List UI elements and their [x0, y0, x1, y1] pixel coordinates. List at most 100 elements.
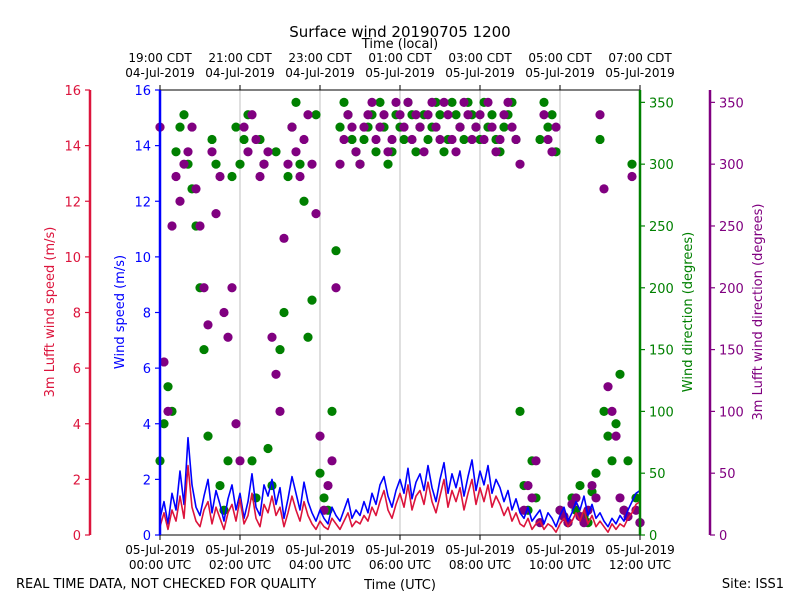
lufft-speed-tick-label: 12 — [64, 195, 81, 210]
top-tick-time: 01:00 CDT — [368, 51, 432, 65]
direction-point — [283, 171, 293, 182]
bottom-tick-time: 12:00 UTC — [609, 558, 671, 572]
direction-point — [507, 122, 517, 132]
direction-point — [307, 159, 317, 169]
lufft-direction-axis-label: 3m Lufft wind direction (degrees) — [751, 204, 766, 421]
top-tick-date: 05-Jul-2019 — [525, 66, 595, 80]
direction-point — [407, 134, 417, 145]
direction-point — [175, 122, 185, 132]
direction-tick-label: 300 — [649, 158, 674, 173]
direction-point — [615, 493, 625, 503]
direction-axis-label: Wind direction (degrees) — [681, 232, 696, 392]
direction-point — [351, 147, 361, 157]
direction-point — [211, 209, 221, 219]
direction-point — [383, 147, 393, 157]
bottom-tick-date: 05-Jul-2019 — [285, 543, 355, 557]
direction-point — [291, 147, 301, 157]
speed-line — [159, 436, 641, 528]
direction-point — [231, 122, 241, 132]
direction-point — [219, 307, 229, 318]
direction-point — [239, 122, 249, 132]
direction-point — [427, 97, 437, 107]
direction-point — [303, 332, 313, 342]
direction-point — [371, 134, 381, 145]
direction-point — [491, 147, 501, 157]
direction-point — [331, 246, 341, 256]
direction-point — [211, 159, 221, 169]
direction-point — [439, 97, 449, 107]
direction-point — [543, 122, 553, 132]
direction-point — [355, 159, 365, 169]
direction-point — [447, 134, 457, 145]
direction-point — [487, 110, 497, 120]
bottom-tick-time: 10:00 UTC — [529, 558, 591, 572]
direction-point — [459, 134, 469, 145]
direction-point — [279, 307, 289, 318]
direction-point — [279, 233, 289, 243]
direction-point — [303, 110, 313, 120]
lufft-direction-tick-label: 50 — [719, 467, 736, 482]
direction-point — [475, 110, 485, 120]
direction-point — [439, 147, 449, 157]
direction-point — [575, 480, 585, 491]
direction-point — [443, 110, 453, 120]
lufft-speed-tick-label: 16 — [64, 84, 81, 99]
top-tick-date: 04-Jul-2019 — [285, 66, 355, 80]
direction-point — [271, 147, 281, 157]
direction-point — [547, 110, 557, 120]
speed-tick-label: 8 — [143, 307, 151, 322]
direction-point — [615, 369, 625, 379]
direction-point — [499, 110, 509, 120]
direction-point — [235, 159, 245, 169]
direction-point — [207, 147, 217, 157]
direction-point — [183, 147, 193, 157]
plot-data — [155, 97, 645, 534]
direction-point — [251, 134, 261, 145]
direction-point — [347, 122, 357, 132]
direction-point — [239, 134, 249, 145]
direction-point — [371, 147, 381, 157]
direction-point — [267, 332, 277, 342]
direction-point — [403, 97, 413, 107]
top-tick-time: 21:00 CDT — [208, 51, 272, 65]
lufft-direction-tick-label: 300 — [719, 158, 744, 173]
direction-point — [287, 122, 297, 132]
lufft-direction-tick-label: 200 — [719, 282, 744, 297]
direction-point — [291, 97, 301, 107]
direction-tick-label: 350 — [649, 96, 674, 111]
lufft-direction-tick-label: 0 — [719, 529, 727, 544]
direction-point — [411, 147, 421, 157]
direction-point — [411, 110, 421, 120]
top-tick-date: 05-Jul-2019 — [445, 66, 515, 80]
direction-point — [159, 419, 169, 429]
direction-point — [631, 493, 641, 503]
direction-point — [527, 493, 537, 503]
direction-point — [223, 332, 233, 342]
direction-point — [319, 493, 329, 503]
direction-point — [623, 456, 633, 466]
lufft-direction-tick-label: 350 — [719, 96, 744, 111]
direction-point — [307, 295, 317, 305]
direction-point — [627, 159, 637, 169]
direction-point — [179, 159, 189, 169]
lufft-speed-tick-label: 10 — [64, 251, 81, 266]
direction-point — [215, 171, 225, 182]
direction-point — [607, 456, 617, 466]
bottom-tick-date: 05-Jul-2019 — [125, 543, 195, 557]
lufft-direction-tick-label: 150 — [719, 344, 744, 359]
direction-point — [339, 134, 349, 145]
direction-point — [375, 122, 385, 132]
direction-point — [399, 134, 409, 145]
direction-point — [455, 122, 465, 132]
direction-point — [227, 171, 237, 182]
direction-point — [323, 480, 333, 491]
direction-point — [335, 122, 345, 132]
lufft-speed-tick-label: 4 — [73, 418, 81, 433]
direction-point — [363, 110, 373, 120]
direction-point — [167, 221, 177, 231]
direction-tick-label: 150 — [649, 344, 674, 359]
direction-point — [247, 110, 257, 120]
direction-point — [367, 97, 377, 107]
direction-point — [339, 97, 349, 107]
direction-point — [539, 97, 549, 107]
